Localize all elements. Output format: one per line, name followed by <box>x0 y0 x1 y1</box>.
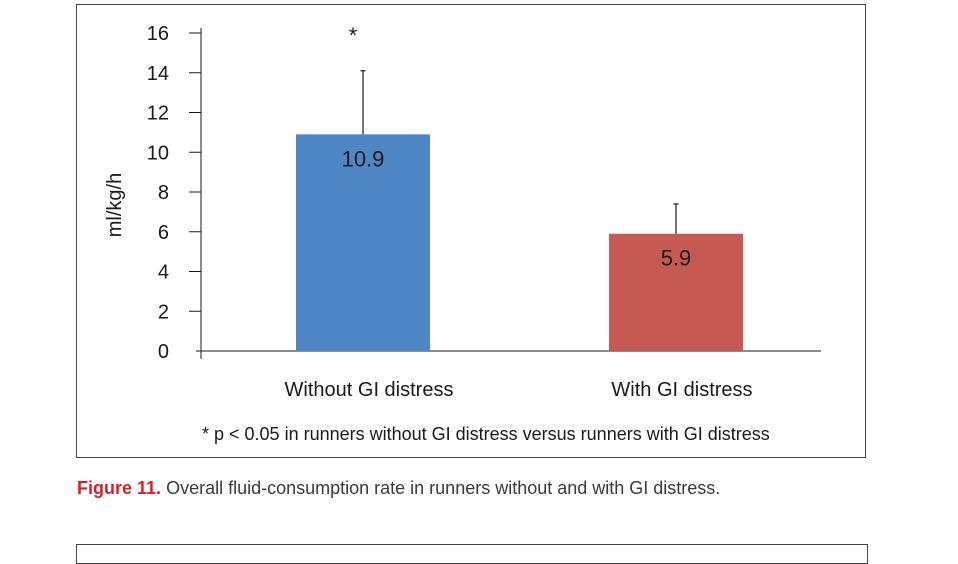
bar-chart: ml/kg/h * p < 0.05 in runners without GI… <box>104 23 821 444</box>
bar-1 <box>296 134 430 351</box>
y-tick-label: 2 <box>158 301 169 323</box>
y-axis-label: ml/kg/h <box>104 173 126 237</box>
y-tick-label: 16 <box>147 23 169 45</box>
x-category-label: With GI distress <box>611 379 752 401</box>
y-tick-label: 4 <box>158 262 169 284</box>
figure-caption: Figure 11. Overall fluid-consumption rat… <box>77 478 720 499</box>
y-tick-label: 12 <box>147 103 169 125</box>
y-tick-label: 8 <box>158 182 169 204</box>
significance-marker: * <box>349 23 358 48</box>
x-category-label: Without GI distress <box>285 379 454 401</box>
y-tick-label: 0 <box>158 341 169 363</box>
y-tick-label: 6 <box>158 222 169 244</box>
data-label: 5.9 <box>661 246 692 271</box>
figure-caption-text: Overall fluid-consumption rate in runner… <box>166 478 721 498</box>
figure-label: Figure 11. <box>77 478 162 498</box>
y-tick-label: 14 <box>147 63 169 85</box>
footnote: * p < 0.05 in runners without GI distres… <box>202 424 770 444</box>
bar-2 <box>609 233 743 351</box>
y-tick-label: 10 <box>147 142 169 164</box>
figure-frame: ml/kg/h * p < 0.05 in runners without GI… <box>76 4 866 458</box>
data-label: 10.9 <box>342 146 385 171</box>
next-figure-frame <box>76 544 868 564</box>
